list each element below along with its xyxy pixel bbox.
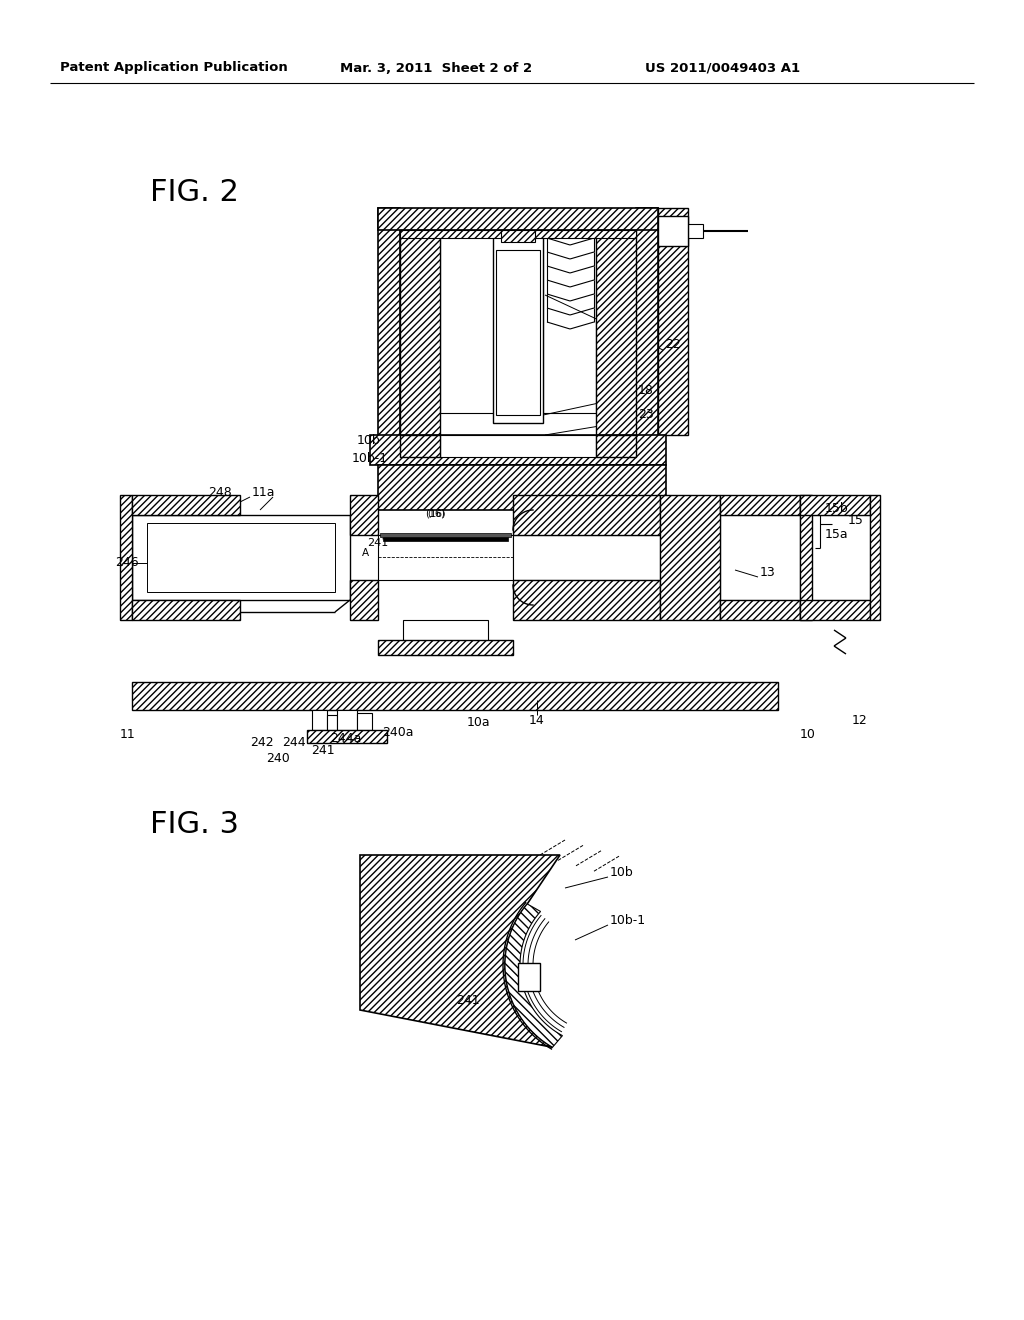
Text: 10b-1: 10b-1: [610, 913, 646, 927]
Bar: [501, 230, 535, 242]
Bar: [720, 515, 800, 601]
Text: 244a: 244a: [331, 731, 361, 744]
Text: 23: 23: [638, 408, 653, 421]
Text: 246: 246: [115, 557, 138, 569]
Bar: [440, 436, 596, 457]
Polygon shape: [800, 495, 870, 515]
Polygon shape: [370, 436, 666, 465]
Text: 248: 248: [208, 486, 231, 499]
Bar: [688, 224, 703, 238]
Polygon shape: [658, 209, 688, 436]
Polygon shape: [660, 495, 720, 620]
Polygon shape: [400, 436, 440, 457]
Bar: [378, 535, 513, 579]
Text: FIG. 2: FIG. 2: [150, 178, 239, 207]
Bar: [312, 710, 327, 730]
Text: A: A: [361, 548, 369, 558]
Text: 15b: 15b: [825, 502, 849, 515]
Bar: [440, 230, 513, 413]
Text: 10b-1: 10b-1: [352, 451, 388, 465]
Text: (16): (16): [427, 510, 445, 519]
Bar: [493, 230, 543, 422]
Polygon shape: [378, 209, 658, 230]
Polygon shape: [378, 209, 400, 465]
Text: 242: 242: [250, 737, 273, 750]
Text: 22: 22: [665, 338, 681, 351]
Text: 10: 10: [800, 729, 816, 742]
Text: 15a: 15a: [825, 528, 849, 541]
Bar: [400, 230, 636, 238]
Text: 12: 12: [852, 714, 868, 726]
Polygon shape: [720, 495, 800, 515]
Text: 241: 241: [456, 994, 479, 1006]
Text: US 2011/0049403 A1: US 2011/0049403 A1: [645, 62, 800, 74]
Text: Patent Application Publication: Patent Application Publication: [60, 62, 288, 74]
Polygon shape: [596, 436, 636, 457]
Bar: [658, 216, 688, 246]
Text: 13: 13: [760, 565, 776, 578]
Polygon shape: [800, 495, 812, 620]
Text: 241: 241: [311, 743, 335, 756]
Polygon shape: [513, 495, 660, 535]
Polygon shape: [132, 495, 240, 515]
Bar: [518, 964, 540, 991]
Bar: [337, 710, 357, 730]
Polygon shape: [378, 640, 513, 655]
Polygon shape: [378, 465, 666, 510]
Polygon shape: [636, 209, 658, 465]
Polygon shape: [350, 495, 378, 535]
Text: 10a: 10a: [466, 717, 489, 730]
Bar: [357, 713, 372, 730]
Polygon shape: [132, 682, 778, 710]
Text: 10b: 10b: [610, 866, 634, 879]
Polygon shape: [870, 495, 880, 620]
Text: 244: 244: [283, 737, 306, 750]
Polygon shape: [380, 533, 511, 537]
Text: FIG. 3: FIG. 3: [150, 810, 239, 840]
Polygon shape: [505, 904, 562, 1047]
Text: 10b: 10b: [357, 433, 381, 446]
Bar: [403, 620, 488, 655]
Text: (16): (16): [425, 510, 445, 519]
Polygon shape: [400, 230, 440, 436]
Text: 18: 18: [638, 384, 654, 396]
Bar: [513, 535, 660, 579]
Polygon shape: [596, 230, 636, 436]
Bar: [147, 523, 335, 591]
Polygon shape: [800, 601, 870, 620]
Polygon shape: [360, 855, 560, 1047]
Text: 241: 241: [367, 539, 388, 548]
Bar: [496, 249, 540, 414]
Text: 11: 11: [120, 727, 136, 741]
Polygon shape: [350, 579, 378, 620]
Bar: [543, 230, 596, 413]
Polygon shape: [383, 537, 508, 541]
Text: 14: 14: [529, 714, 545, 726]
Polygon shape: [513, 579, 660, 620]
Polygon shape: [720, 601, 800, 620]
Bar: [800, 515, 870, 601]
Text: 240a: 240a: [382, 726, 414, 738]
Text: 240: 240: [266, 751, 290, 764]
Text: 11a: 11a: [251, 486, 274, 499]
Polygon shape: [132, 601, 240, 620]
Polygon shape: [307, 730, 387, 743]
Bar: [327, 715, 337, 730]
Bar: [132, 515, 350, 601]
Polygon shape: [120, 495, 132, 620]
Text: 15: 15: [848, 513, 864, 527]
Text: Mar. 3, 2011  Sheet 2 of 2: Mar. 3, 2011 Sheet 2 of 2: [340, 62, 532, 74]
